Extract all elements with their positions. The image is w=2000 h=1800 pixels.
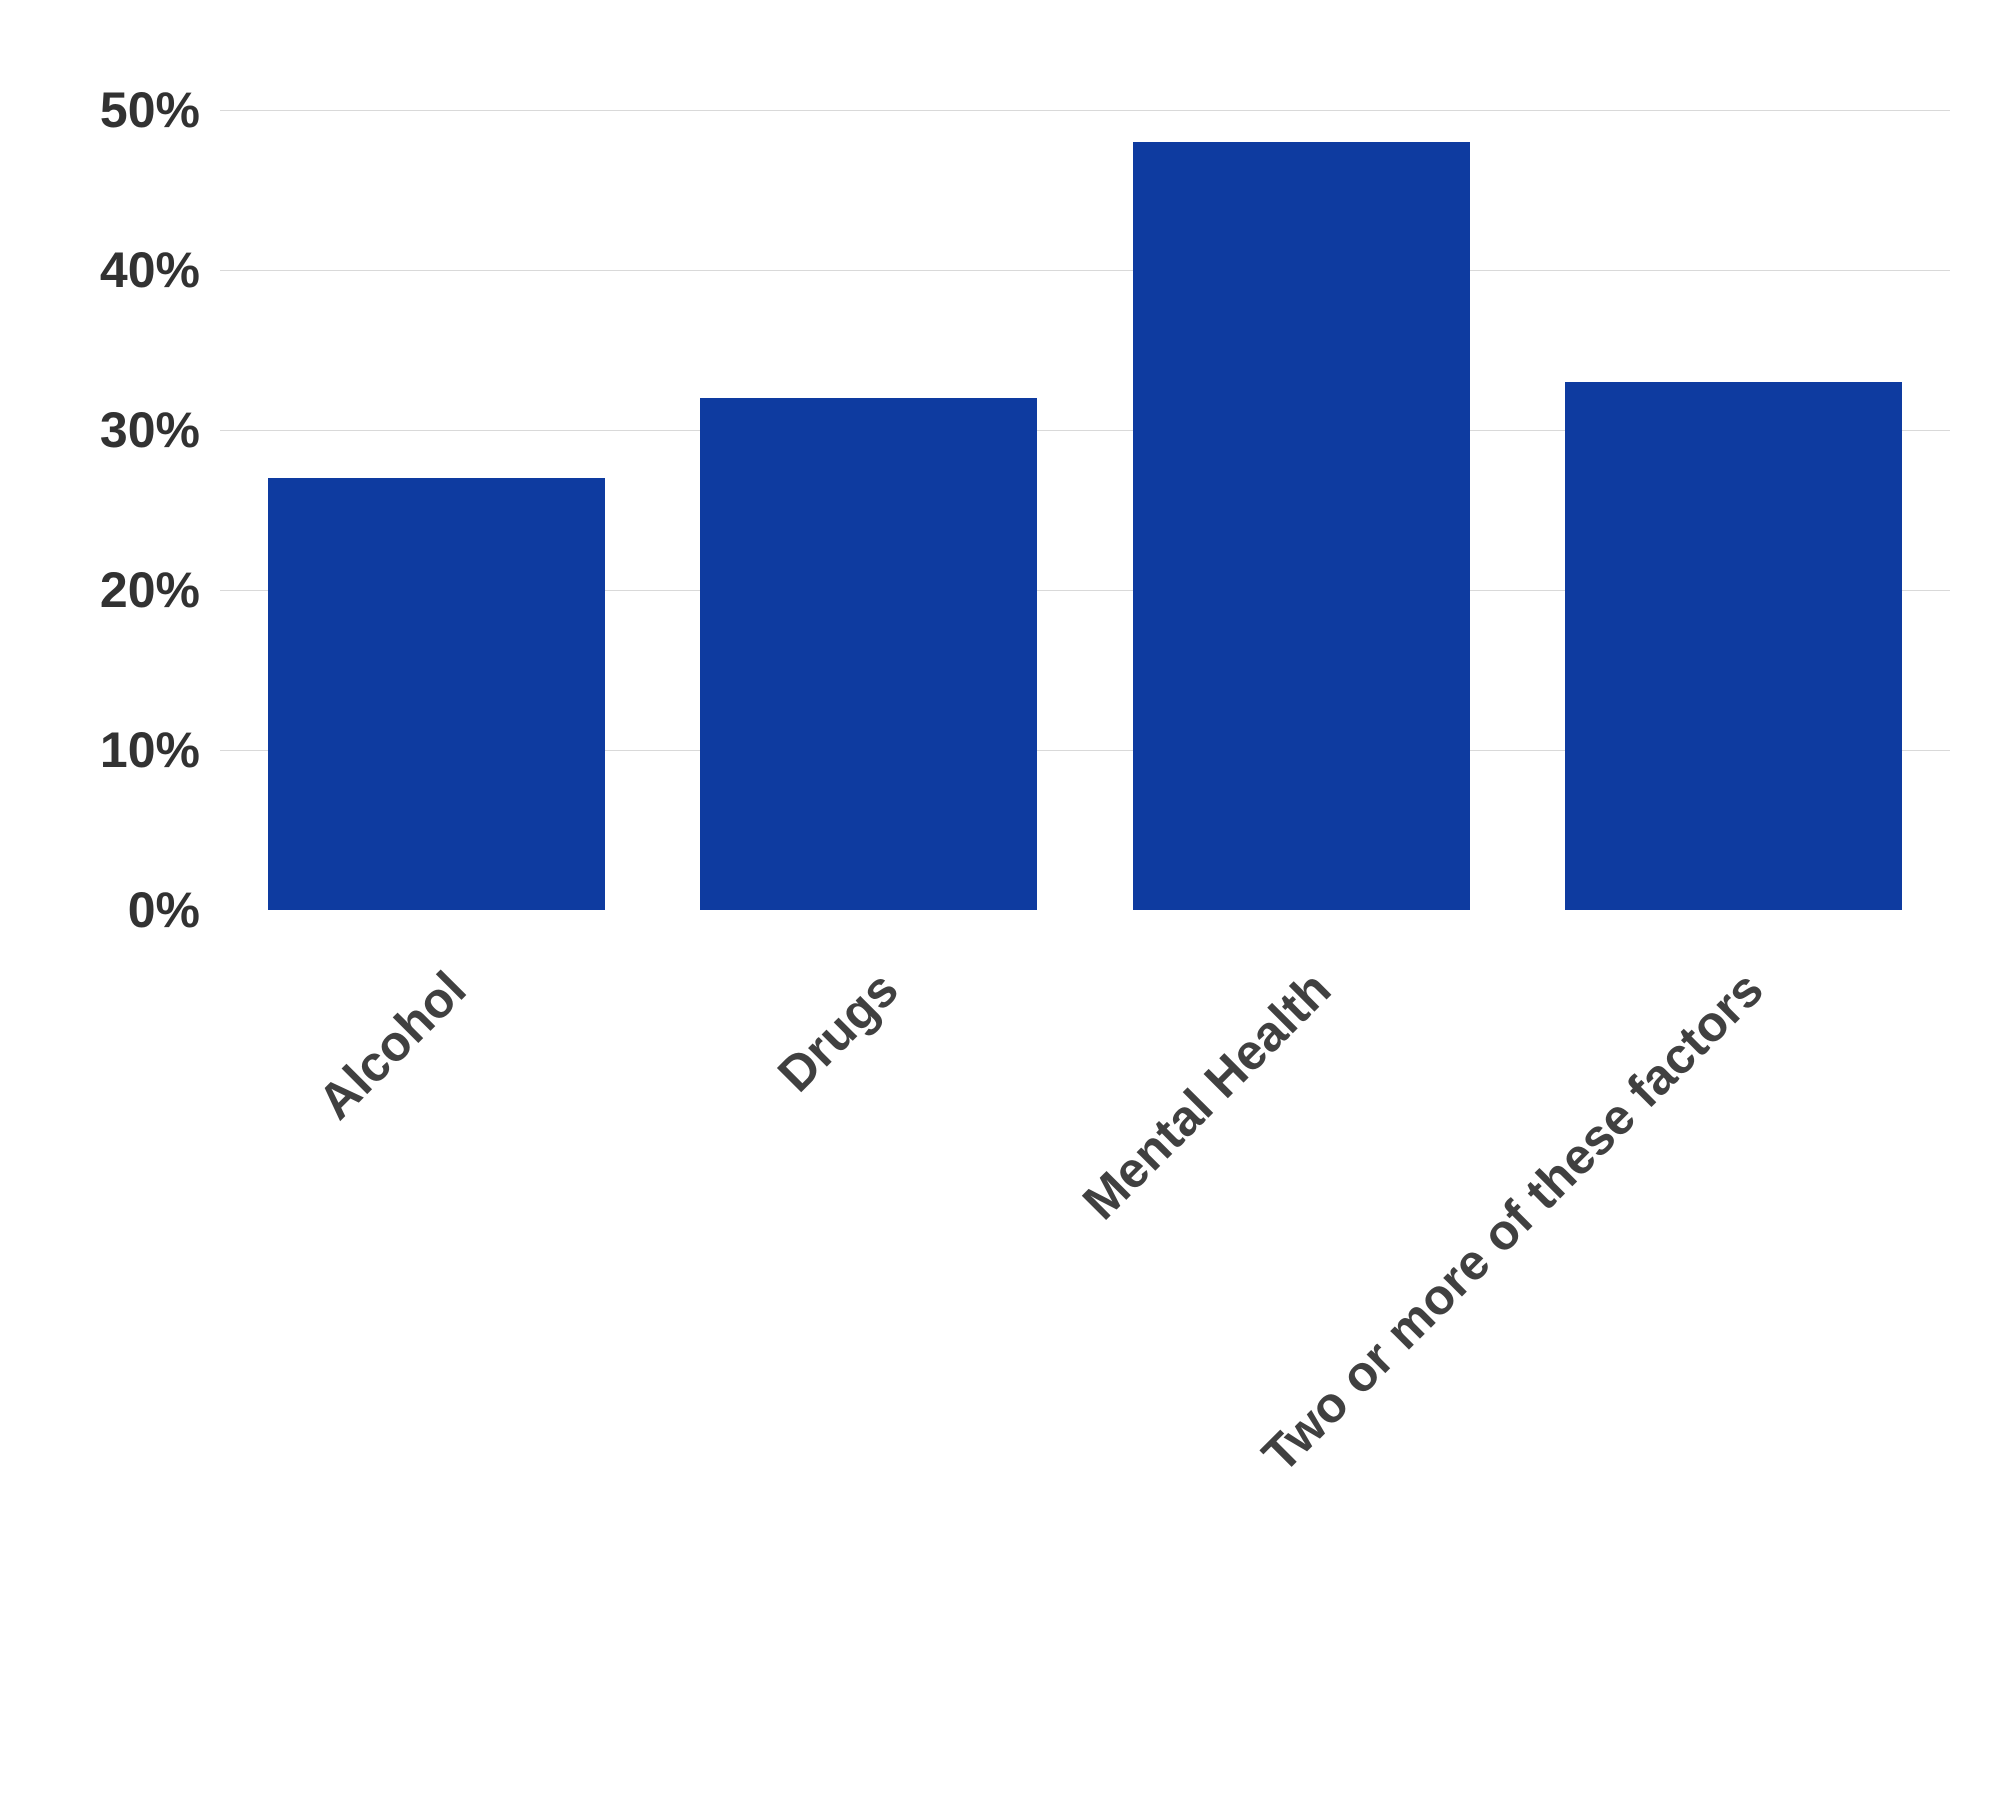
bar <box>268 478 605 910</box>
bar-slot <box>1085 110 1518 910</box>
y-axis: 50% 40% 30% 20% 10% 0% <box>80 110 220 910</box>
plot-area <box>220 110 1950 910</box>
bar <box>700 398 1037 910</box>
bar <box>1565 382 1902 910</box>
y-tick-label: 40% <box>100 241 200 299</box>
bar-slot <box>220 110 653 910</box>
y-tick-label: 10% <box>100 721 200 779</box>
bars-group <box>220 110 1950 910</box>
x-axis-label: Two or more of these factors <box>1251 960 1775 1484</box>
y-tick-label: 20% <box>100 561 200 619</box>
x-axis-label: Mental Health <box>1071 960 1342 1231</box>
y-tick-label: 50% <box>100 81 200 139</box>
bar <box>1133 142 1470 910</box>
x-axis-label: Alcohol <box>307 960 478 1131</box>
bar-slot <box>1518 110 1951 910</box>
bar-slot <box>653 110 1086 910</box>
x-axis-label: Drugs <box>767 960 910 1103</box>
bar-chart: 50% 40% 30% 20% 10% 0% AlcoholDrugsMenta… <box>80 110 1950 910</box>
y-tick-label: 30% <box>100 401 200 459</box>
y-tick-label: 0% <box>128 881 200 939</box>
